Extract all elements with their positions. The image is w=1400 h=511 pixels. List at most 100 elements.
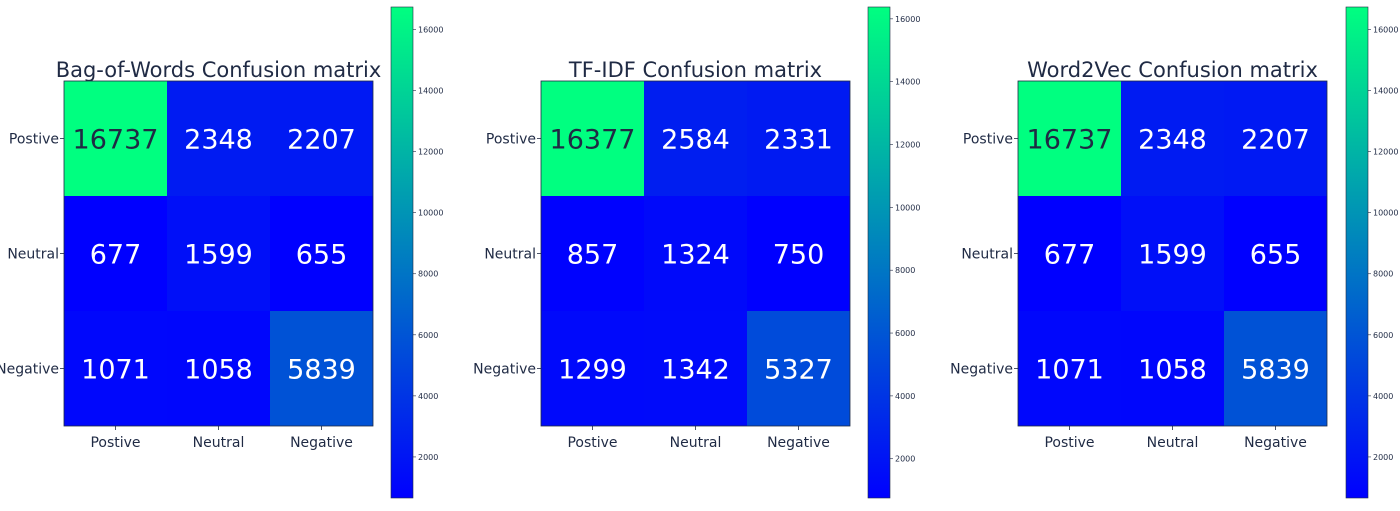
colorbar-tick-label: 10000 — [418, 209, 443, 218]
colorbar-tick-label: 16000 — [895, 15, 920, 24]
heatmap-cell — [1121, 311, 1224, 426]
cell-value-label: 5327 — [764, 355, 833, 386]
colorbar-tick-label: 8000 — [1373, 270, 1393, 279]
heatmap-cell — [747, 196, 850, 311]
colorbar-tick-label: 14000 — [895, 78, 920, 87]
colorbar-tick-label: 10000 — [1373, 209, 1398, 218]
cell-value-label: 2348 — [184, 125, 253, 156]
y-tick-label: Postive — [486, 132, 536, 148]
confusion-matrix-panel-3: Word2Vec Confusion matrix 16737 2348 2207 67… — [950, 6, 1398, 499]
heatmap-cell — [1224, 196, 1327, 311]
cell-value-label: 677 — [1044, 240, 1096, 271]
cell-value-label: 16377 — [550, 125, 636, 156]
heatmap-cell — [167, 311, 270, 426]
cell-value-label: 1071 — [81, 355, 150, 386]
heatmap-cell — [644, 311, 747, 426]
colorbar-tick-label: 4000 — [418, 392, 438, 401]
cell-value-label: 677 — [90, 240, 142, 271]
y-tick-label: Negative — [950, 362, 1013, 378]
colorbar — [867, 6, 891, 499]
cell-value-label: 1058 — [184, 355, 253, 386]
x-tick-label: Postive — [1044, 435, 1094, 451]
colorbar-tick-label: 6000 — [418, 331, 438, 340]
cell-value-label: 1599 — [1138, 240, 1207, 271]
colorbar-tick-label: 8000 — [895, 266, 915, 275]
colorbar-tick-label: 14000 — [418, 87, 443, 96]
heatmap-cell — [541, 81, 644, 196]
heatmap-cell — [644, 196, 747, 311]
x-tick-label: Negative — [1244, 435, 1307, 451]
x-tick-label: Negative — [767, 435, 830, 451]
y-tick-label: Neutral — [961, 247, 1013, 263]
cell-value-label: 2331 — [764, 125, 833, 156]
x-tick-label: Postive — [90, 435, 140, 451]
y-tick-label: Neutral — [7, 247, 59, 263]
heatmap-cell — [1018, 196, 1121, 311]
confusion-matrix-panel-2: TF-IDF Confusion matrix 16377 2584 2331 857 1… — [473, 6, 920, 499]
colorbar-tick-label: 12000 — [418, 148, 443, 157]
heatmap-cell — [1018, 311, 1121, 426]
y-tick-label: Neutral — [484, 247, 536, 263]
cell-value-label: 1324 — [661, 240, 730, 271]
heatmap-cell — [64, 311, 167, 426]
colorbar-tick-label: 6000 — [895, 329, 915, 338]
heatmap-cell — [1121, 81, 1224, 196]
cell-value-label: 16737 — [73, 125, 159, 156]
heatmap-cell — [270, 196, 373, 311]
colorbar-tick-label: 4000 — [895, 392, 915, 401]
cell-value-label: 16737 — [1027, 125, 1113, 156]
colorbar-tick-label: 10000 — [895, 203, 920, 212]
confusion-matrix-panel-1: Bag-of-Words Confusion matrix 16737 2348 22… — [0, 6, 443, 499]
x-tick-label: Postive — [567, 435, 617, 451]
cell-value-label: 1342 — [661, 355, 730, 386]
cell-value-label: 2348 — [1138, 125, 1207, 156]
cell-value-label: 5839 — [287, 355, 356, 386]
colorbar-tick-label: 4000 — [1373, 392, 1393, 401]
heatmap-cell — [270, 81, 373, 196]
cell-value-label: 1071 — [1035, 355, 1104, 386]
cell-value-label: 2584 — [661, 125, 730, 156]
heatmap-cell — [747, 81, 850, 196]
heatmap-cell — [64, 196, 167, 311]
heatmap-cell — [167, 196, 270, 311]
heatmap-cell — [1224, 81, 1327, 196]
cell-value-label: 1058 — [1138, 355, 1207, 386]
heatmap-cell — [167, 81, 270, 196]
colorbar-tick-label: 14000 — [1373, 87, 1398, 96]
heatmap-cell — [644, 81, 747, 196]
colorbar-tick-label: 6000 — [1373, 331, 1393, 340]
cell-value-label: 857 — [567, 240, 619, 271]
colorbar — [1345, 6, 1369, 499]
y-tick-label: Postive — [963, 132, 1013, 148]
chart-title: Word2Vec Confusion matrix — [1027, 58, 1318, 82]
colorbar-tick-label: 12000 — [1373, 148, 1398, 157]
heatmap-cell — [270, 311, 373, 426]
cell-value-label: 1299 — [558, 355, 627, 386]
cell-value-label: 655 — [1250, 240, 1302, 271]
chart-title: TF-IDF Confusion matrix — [568, 58, 822, 82]
colorbar-tick-label: 16000 — [418, 26, 443, 35]
heatmap-cell — [1018, 81, 1121, 196]
heatmap-cell — [541, 196, 644, 311]
colorbar-tick-label: 2000 — [418, 453, 438, 462]
x-tick-label: Neutral — [193, 435, 245, 451]
x-tick-label: Neutral — [1147, 435, 1199, 451]
cell-value-label: 655 — [296, 240, 348, 271]
heatmap-cell — [1121, 196, 1224, 311]
cell-value-label: 1599 — [184, 240, 253, 271]
y-tick-label: Negative — [473, 362, 536, 378]
heatmap-cell — [747, 311, 850, 426]
colorbar-tick-label: 2000 — [895, 455, 915, 464]
colorbar-tick-label: 8000 — [418, 270, 438, 279]
colorbar-tick-label: 16000 — [1373, 26, 1398, 35]
cell-value-label: 750 — [773, 240, 825, 271]
chart-title: Bag-of-Words Confusion matrix — [56, 58, 382, 82]
cell-value-label: 2207 — [1241, 125, 1310, 156]
colorbar-tick-label: 2000 — [1373, 453, 1393, 462]
x-tick-label: Neutral — [670, 435, 722, 451]
heatmap-cell — [64, 81, 167, 196]
colorbar-tick-label: 12000 — [895, 141, 920, 150]
x-tick-label: Negative — [290, 435, 353, 451]
cell-value-label: 5839 — [1241, 355, 1310, 386]
